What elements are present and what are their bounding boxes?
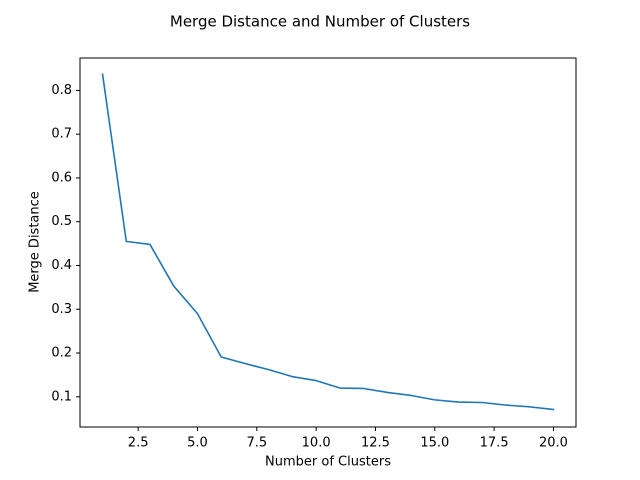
x-tick-label: 15.0 — [420, 436, 449, 451]
plot-area: 2.5 5.0 7.5 10.0 12.5 15.0 17.5 20.0 0.1 0.2 0.3 0.… — [51, 57, 577, 451]
y-tick-label: 0.8 — [51, 83, 72, 98]
x-tick-label: 7.5 — [246, 436, 267, 451]
x-tick-label: 2.5 — [128, 436, 149, 451]
y-tick-label: 0.2 — [51, 346, 72, 361]
y-tick-label: 0.6 — [51, 170, 72, 185]
x-tick-label: 12.5 — [361, 436, 390, 451]
chart-title: Merge Distance and Number of Clusters — [170, 13, 470, 31]
y-tick-label: 0.4 — [51, 258, 72, 273]
series-line-0 — [101, 73, 555, 411]
y-tick-label: 0.1 — [51, 389, 72, 404]
y-tick-label: 0.7 — [51, 127, 72, 142]
y-tick-label: 0.3 — [51, 302, 72, 317]
x-tick-label: 5.0 — [187, 436, 208, 451]
y-tick-label: 0.5 — [51, 214, 72, 229]
x-tick-label: 20.0 — [539, 436, 568, 451]
plot-frame — [79, 57, 577, 428]
x-tick-label: 10.0 — [302, 436, 331, 451]
y-axis-label: Merge Distance — [28, 191, 43, 293]
x-axis-label: Number of Clusters — [265, 455, 391, 470]
x-tick-label: 17.5 — [480, 436, 509, 451]
